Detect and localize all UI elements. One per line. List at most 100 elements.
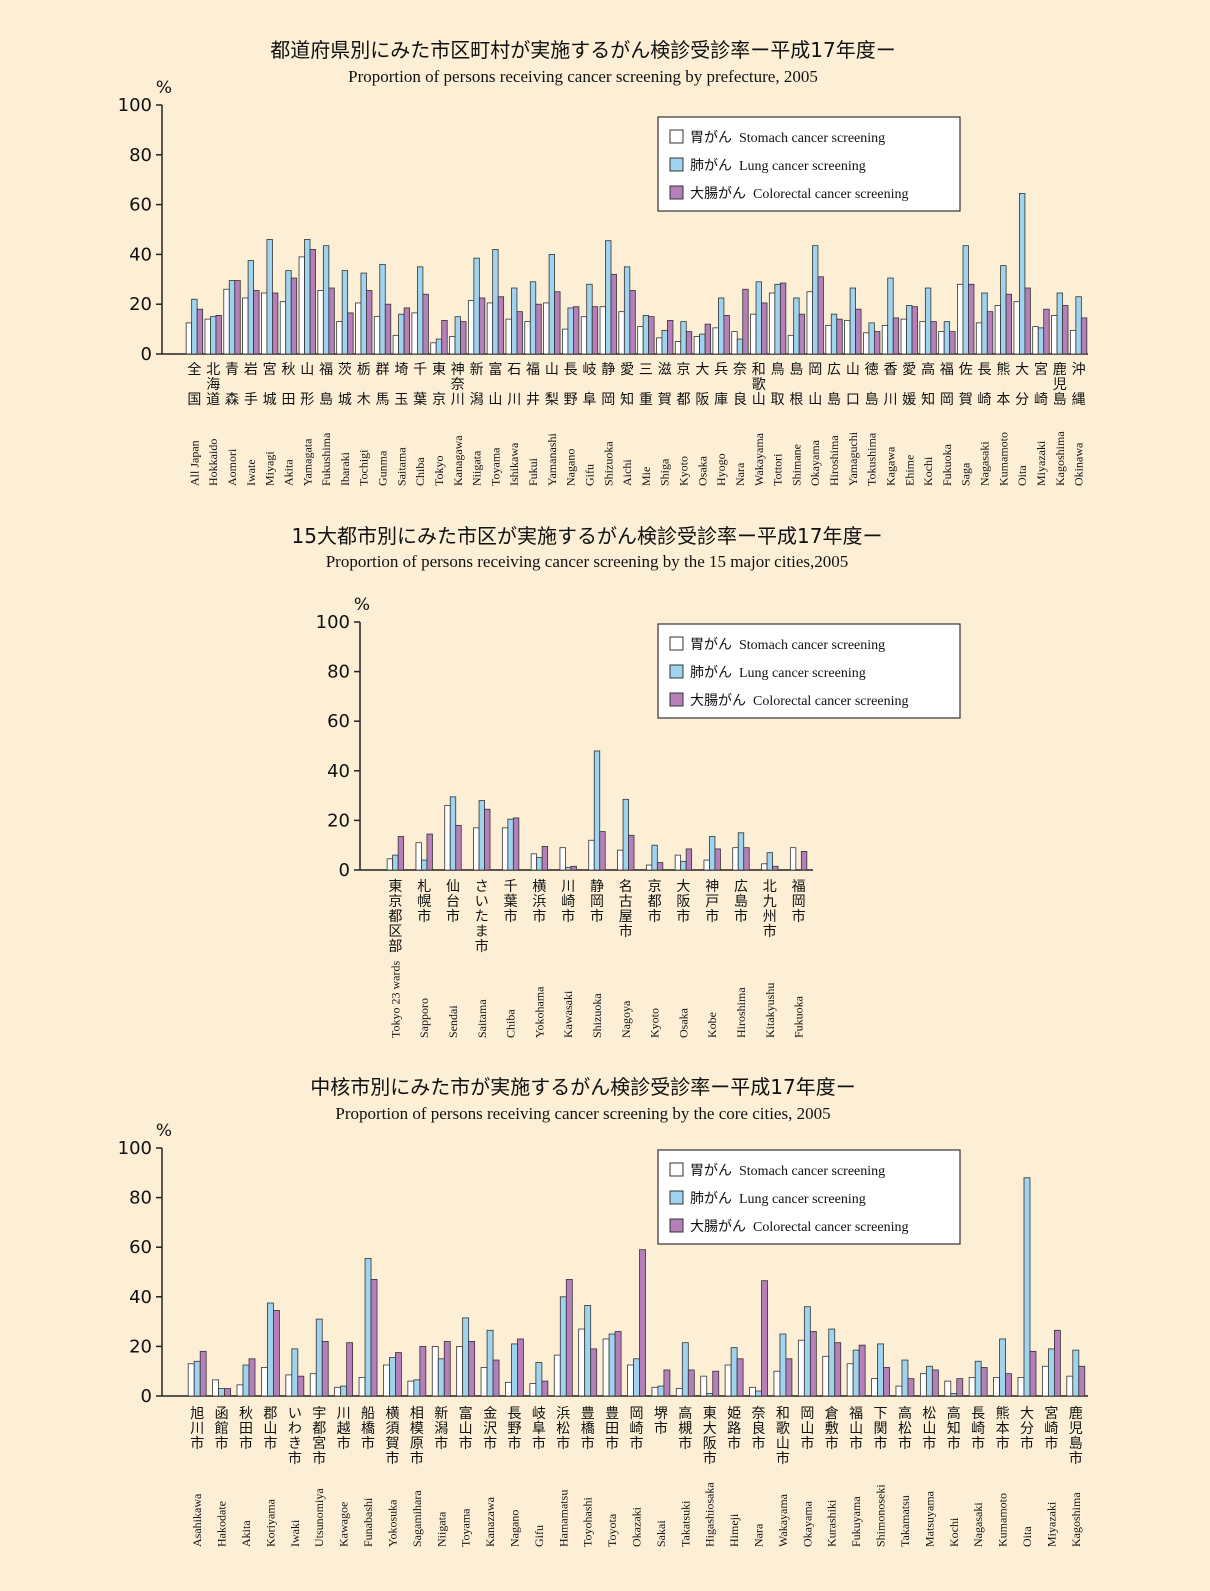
bar	[573, 306, 580, 355]
bar	[602, 1338, 610, 1397]
bar	[309, 249, 316, 355]
bar	[981, 292, 988, 355]
x-tick-label: Takatsuki	[678, 1500, 692, 1547]
bar	[1029, 1350, 1037, 1397]
x-tick-label-ja: 豊橋市	[581, 1406, 595, 1452]
bar	[944, 1380, 952, 1397]
x-tick-label: Iwate	[244, 459, 258, 486]
x-tick-label: Nara	[733, 462, 747, 486]
bar	[999, 1338, 1006, 1397]
x-tick-label: Kumamoto	[996, 432, 1010, 486]
bar	[723, 315, 730, 355]
y-axis-label: %	[156, 1121, 172, 1141]
bar	[825, 324, 832, 355]
y-tick-label: 0	[339, 860, 350, 881]
x-tick-label: Hiroshima	[827, 435, 841, 486]
bar	[1062, 305, 1069, 355]
legend-swatch	[669, 664, 684, 679]
bar	[285, 270, 292, 355]
x-tick-label-ja: 宮崎	[1034, 362, 1048, 408]
x-tick-label-ja: 船橋市	[361, 1406, 375, 1452]
x-tick-label-ja: 秋田	[281, 362, 295, 408]
bar	[736, 1358, 744, 1397]
x-tick-label-ja: 広島	[827, 362, 841, 408]
x-tick-label: Aomori	[225, 448, 239, 486]
x-tick-label-ja: 岡山市	[800, 1406, 814, 1452]
bar	[191, 298, 198, 355]
x-tick-label: Kobe	[705, 1012, 719, 1038]
bar	[253, 290, 260, 355]
bar	[962, 245, 969, 355]
bar	[304, 239, 311, 355]
bar	[516, 311, 523, 355]
x-tick-label-ja: 岩手	[244, 362, 258, 408]
bar	[645, 864, 653, 871]
x-tick-label: Ehime	[902, 455, 916, 486]
bar	[1023, 1177, 1031, 1397]
x-tick-label-ja: 新潟	[470, 362, 484, 408]
x-tick-label: Kagawa	[883, 446, 897, 486]
x-tick-label-ja: 群馬	[376, 362, 390, 408]
x-tick-label: Kumamoto	[996, 1493, 1010, 1547]
bar	[419, 1346, 427, 1397]
x-tick-label-ja: 神戸市	[705, 879, 719, 925]
bar	[846, 1363, 854, 1397]
bar	[1005, 1373, 1012, 1397]
bar	[430, 342, 437, 355]
legend-label-ja: 大腸がん	[690, 1219, 746, 1235]
bar	[774, 283, 781, 355]
bar	[901, 1359, 909, 1397]
x-tick-label-ja: 香川	[883, 362, 897, 408]
bar	[478, 800, 485, 871]
bar	[492, 249, 499, 355]
y-tick-label: 20	[129, 1336, 152, 1357]
bar	[871, 1378, 878, 1397]
x-tick-label-ja: 兵庫	[714, 362, 728, 408]
bar	[341, 270, 349, 355]
bar	[309, 1373, 317, 1397]
bar	[803, 1306, 811, 1397]
x-tick-label: Ibaraki	[338, 451, 352, 486]
bar	[852, 1349, 860, 1397]
x-tick-label: Shizuoka	[601, 441, 615, 486]
bar	[267, 1302, 274, 1397]
bar	[919, 321, 926, 355]
bar	[863, 332, 870, 355]
chart-subtitle: Proportion of persons receiving cancer s…	[348, 67, 818, 86]
bar	[836, 318, 843, 355]
bar	[426, 833, 433, 871]
x-tick-label: Tokyo 23 wards	[388, 961, 402, 1038]
x-tick-label-ja: 京都市	[648, 879, 662, 925]
bar	[511, 1343, 518, 1397]
bar	[742, 288, 749, 355]
x-tick-label-ja: 山形	[300, 362, 314, 408]
legend-swatch	[669, 1190, 684, 1205]
bar	[473, 827, 480, 871]
bar	[334, 1386, 342, 1397]
bar	[1069, 329, 1077, 355]
bar	[541, 1380, 549, 1397]
x-tick-label-ja: 下関市	[874, 1406, 888, 1452]
legend-label-ja: 肺がん	[690, 158, 732, 174]
x-tick-label: Miyagi	[263, 451, 277, 486]
bar	[441, 319, 448, 355]
bar	[618, 311, 625, 355]
bar	[383, 1364, 390, 1397]
bar	[956, 1378, 964, 1397]
bar	[279, 301, 287, 355]
bar	[661, 329, 668, 355]
x-tick-label-ja: 埼玉	[394, 362, 408, 408]
x-tick-label: Tottori	[771, 453, 785, 486]
bar	[456, 1346, 464, 1397]
x-tick-label: Koriyama	[263, 1498, 277, 1547]
x-tick-label-ja: 高槻市	[678, 1405, 692, 1452]
x-tick-label: Hakodate	[215, 1501, 229, 1547]
bar	[651, 844, 658, 871]
chart-subtitle: Proportion of persons receiving cancer s…	[335, 1104, 830, 1123]
x-tick-label: Shiga	[658, 458, 672, 486]
x-tick-label: Kyoto	[648, 1008, 662, 1038]
bar	[218, 1388, 226, 1397]
bar	[874, 331, 881, 355]
bar	[1005, 293, 1012, 355]
x-tick-label: Akita	[239, 1520, 253, 1547]
